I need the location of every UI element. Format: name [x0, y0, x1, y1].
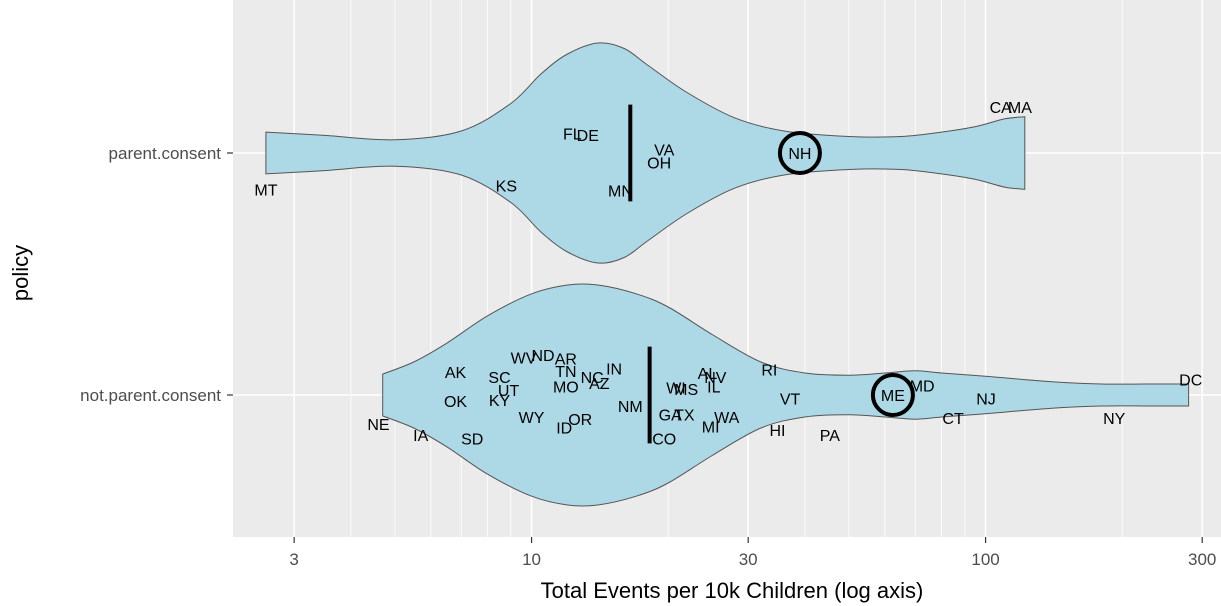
median-lines — [628, 104, 652, 444]
point-label-sd: SD — [461, 432, 483, 449]
point-label-id: ID — [556, 421, 572, 438]
y-axis-title: policy — [8, 245, 33, 301]
point-label-vt: VT — [780, 392, 801, 409]
point-label-nm: NM — [618, 399, 643, 416]
point-label-de: DE — [577, 128, 599, 145]
point-label-nv: NV — [704, 370, 727, 387]
point-label-ct: CT — [942, 411, 964, 428]
y-tick-label-not.parent.consent: not.parent.consent — [80, 386, 221, 405]
point-label-ak: AK — [445, 365, 467, 382]
highlight-circles — [777, 131, 915, 417]
highlight-circle-me — [870, 373, 915, 417]
point-label-az: AZ — [589, 376, 610, 393]
plot-panel — [233, 0, 1221, 537]
x-tick-labels: 3 10 30 100 300 — [289, 550, 1216, 569]
point-label-va: VA — [654, 142, 674, 159]
point-label-mt: MT — [254, 182, 277, 199]
violin-parent.consent — [265, 42, 1026, 264]
point-label-ga: GA — [659, 407, 682, 424]
highlight-circle-nh — [777, 131, 822, 175]
y-tick-label-parent.consent: parent.consent — [109, 144, 222, 163]
x-tick-label: 3 — [289, 550, 298, 569]
point-label-mn: MN — [608, 184, 633, 201]
point-label-wi: WI — [666, 381, 686, 398]
point-label-hi: HI — [769, 423, 785, 440]
point-label-ky: KY — [489, 393, 511, 410]
point-label-al: AL — [698, 366, 718, 383]
point-label-ne: NE — [367, 417, 389, 434]
point-label-tn: TN — [555, 364, 576, 381]
point-label-wy: WY — [519, 410, 545, 427]
violin-not.parent.consent — [382, 283, 1190, 507]
point-label-ks: KS — [496, 179, 517, 196]
x-axis-title: Total Events per 10k Children (log axis) — [541, 578, 924, 603]
point-label-ia: IA — [413, 428, 428, 445]
point-label-ny: NY — [1103, 411, 1126, 428]
point-label-nj: NJ — [976, 392, 996, 409]
point-label-nh: NH — [788, 146, 811, 163]
axis-ticks — [227, 152, 1203, 543]
violins — [265, 42, 1190, 507]
point-label-ri: RI — [761, 363, 777, 380]
point-label-or: OR — [568, 412, 592, 429]
point-label-nd: ND — [531, 348, 554, 365]
point-label-tx: TX — [674, 407, 695, 424]
point-label-wv: WV — [511, 350, 537, 367]
point-label-ca: CA — [990, 100, 1013, 117]
point-label-ma: MA — [1008, 100, 1032, 117]
y-tick-labels: parent.consent not.parent.consent — [80, 144, 221, 405]
point-label-me: ME — [881, 388, 905, 405]
point-label-md: MD — [910, 378, 935, 395]
point-label-fl: FL — [563, 127, 582, 144]
point-label-dc: DC — [1179, 372, 1202, 389]
point-label-ar: AR — [555, 352, 577, 369]
point-label-il: IL — [707, 380, 720, 397]
point-label-oh: OH — [647, 156, 671, 173]
point-label-co: CO — [652, 432, 676, 449]
point-label-sc: SC — [488, 370, 510, 387]
point-label-mo: MO — [553, 380, 579, 397]
point-label-ut: UT — [498, 383, 520, 400]
point-label-ok: OK — [444, 394, 467, 411]
x-tick-label: 10 — [522, 550, 541, 569]
point-label-ms: MS — [674, 382, 698, 399]
point-label-wa: WA — [714, 410, 740, 427]
x-tick-label: 30 — [739, 550, 758, 569]
x-tick-label: 100 — [971, 550, 999, 569]
point-label-pa: PA — [820, 428, 840, 445]
point-label-mi: MI — [702, 419, 720, 436]
x-tick-label: 300 — [1188, 550, 1216, 569]
plot-background — [233, 0, 1221, 537]
point-label-in: IN — [606, 361, 622, 378]
point-label-nc: NC — [581, 370, 604, 387]
